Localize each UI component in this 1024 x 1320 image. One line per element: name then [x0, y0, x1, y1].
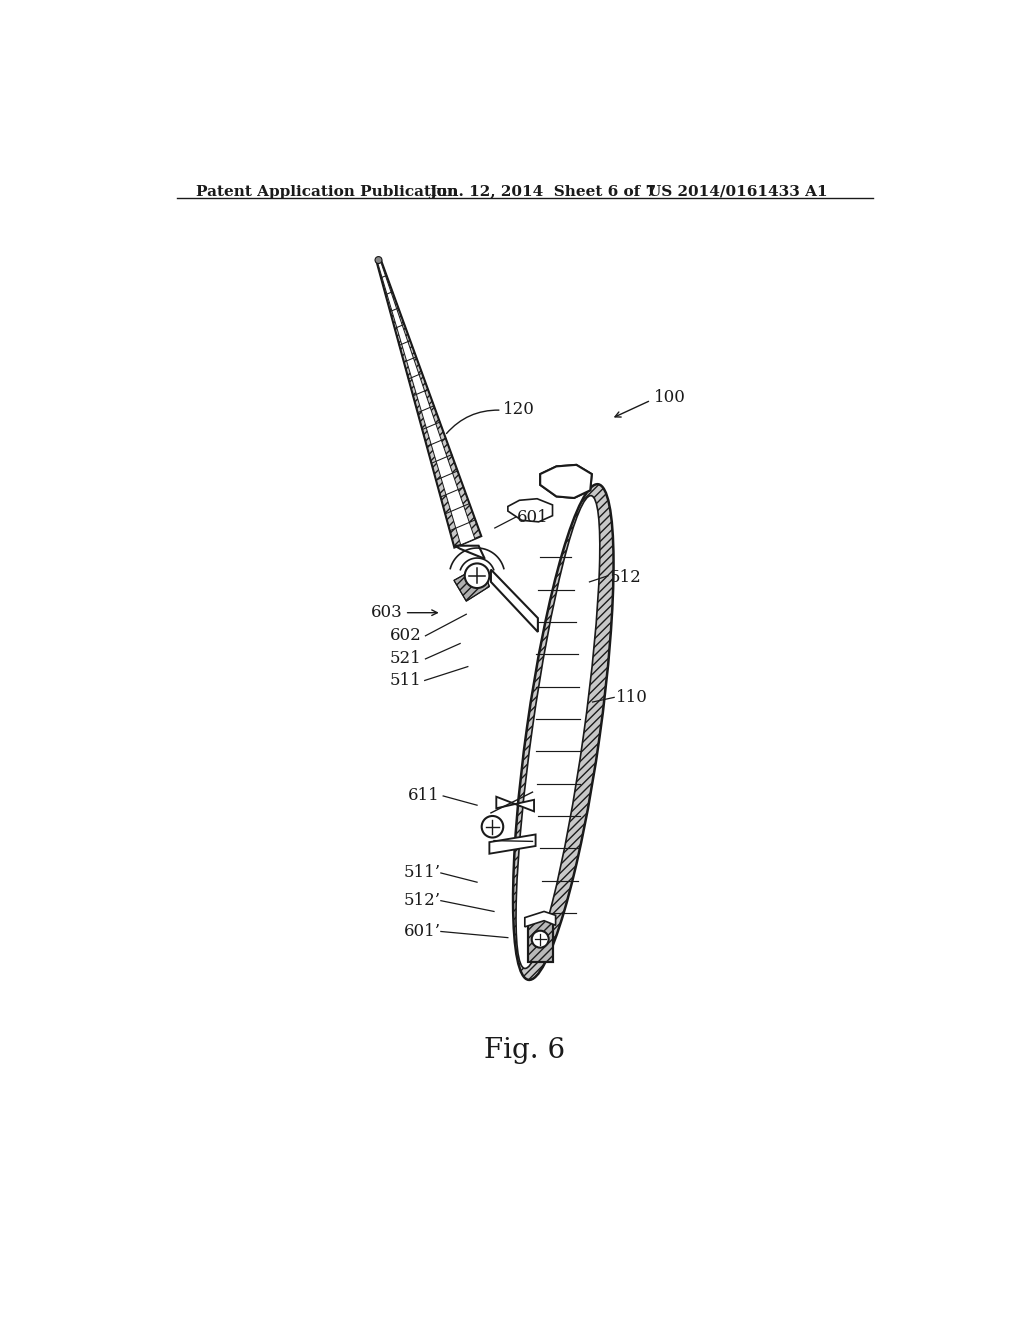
- Polygon shape: [541, 465, 592, 498]
- Ellipse shape: [516, 495, 600, 969]
- Text: 100: 100: [654, 388, 686, 405]
- Ellipse shape: [513, 484, 613, 979]
- Text: 603: 603: [371, 605, 402, 622]
- Text: Patent Application Publication: Patent Application Publication: [196, 185, 458, 198]
- Circle shape: [375, 256, 382, 264]
- Text: 521: 521: [390, 651, 422, 668]
- Text: 602: 602: [390, 627, 422, 644]
- Polygon shape: [541, 465, 592, 498]
- Circle shape: [481, 816, 503, 838]
- Polygon shape: [455, 545, 484, 558]
- Circle shape: [465, 564, 489, 589]
- Polygon shape: [377, 260, 475, 545]
- Text: 511’: 511’: [403, 865, 441, 882]
- Text: Jun. 12, 2014  Sheet 6 of 7: Jun. 12, 2014 Sheet 6 of 7: [429, 185, 656, 198]
- Polygon shape: [508, 499, 553, 521]
- Text: 611: 611: [408, 788, 439, 804]
- Text: Fig. 6: Fig. 6: [484, 1036, 565, 1064]
- Polygon shape: [489, 834, 536, 854]
- Text: 512: 512: [609, 569, 641, 586]
- Text: 110: 110: [615, 689, 647, 706]
- Polygon shape: [497, 797, 535, 812]
- Polygon shape: [490, 570, 538, 632]
- Circle shape: [531, 931, 549, 948]
- Polygon shape: [524, 911, 556, 927]
- Polygon shape: [454, 565, 489, 601]
- Text: US 2014/0161433 A1: US 2014/0161433 A1: [648, 185, 827, 198]
- Text: 601’: 601’: [403, 923, 441, 940]
- Text: 512’: 512’: [403, 892, 441, 909]
- Polygon shape: [377, 259, 481, 548]
- Text: 120: 120: [503, 401, 536, 418]
- Polygon shape: [528, 917, 553, 962]
- Text: 601: 601: [517, 508, 549, 525]
- Text: 511: 511: [390, 672, 422, 689]
